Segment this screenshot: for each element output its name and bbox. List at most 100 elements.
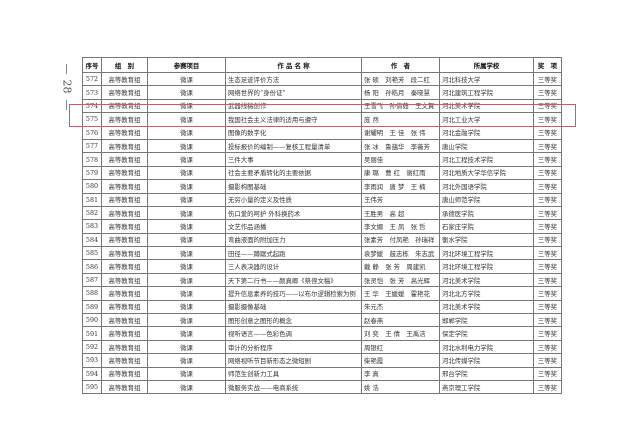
cell-award: 三等奖 (533, 112, 562, 127)
table-row: 573 高等教育组 微课 网络世界的“身份证” 杨 阳 孙皓月 秦晓慧 河北建筑工程学院三… (82, 85, 562, 100)
cell-index: 590 (82, 313, 102, 328)
cell-category: 微课 (147, 165, 226, 181)
cell-authors: 李 真 (361, 366, 440, 381)
cell-school: 河北北方学院 (439, 286, 534, 301)
cell-group: 高等教育组 (101, 326, 148, 341)
cell-category: 微课 (147, 246, 226, 261)
table-row: 583 高等教育组 微课 文艺作品涵播 李文娜 王 凤 张 哲石家庄学院 三等奖 (82, 219, 562, 234)
cell-award: 三等奖 (533, 125, 562, 140)
cell-authors: 刘 奕 王 倩 王禹洁 (361, 326, 440, 341)
cell-school: 河北地质大学华信学院 (439, 165, 534, 181)
table-header: 序号组 别参赛项目作 品 名 称作 者所属学校奖 项 (82, 57, 562, 73)
cell-index: 574 (82, 98, 102, 114)
cell-authors: 张灵恺 张 芳 高光辉 (361, 272, 440, 288)
cell-category: 微课 (147, 152, 226, 167)
cell-title: 天下第二行书——颜真卿《祭侄文稿》 (225, 272, 362, 288)
cell-school: 河北金融学院 (439, 125, 534, 140)
cell-award: 三等奖 (533, 379, 562, 395)
cell-authors: 谢耀明 王 佳 张 伟 (361, 125, 440, 140)
cell-authors: 张 硕 刘艳芳 段二红 (361, 71, 440, 87)
cell-award: 三等奖 (533, 138, 562, 154)
cell-category: 微课 (147, 379, 226, 395)
cell-award: 三等奖 (533, 272, 562, 288)
cell-school: 河北科技大学 (439, 71, 534, 87)
cell-category: 微课 (147, 232, 226, 248)
cell-group: 高等教育组 (101, 299, 148, 315)
cell-category: 微课 (147, 125, 226, 140)
cell-category: 微课 (147, 85, 226, 100)
cell-index: 579 (82, 165, 102, 181)
cell-category: 微课 (147, 192, 226, 207)
cell-title: 视听语言——色彩色调 (225, 326, 362, 341)
cell-award: 三等奖 (533, 85, 562, 100)
cell-title: 摄影摄像基础 (225, 299, 362, 315)
cell-index: 586 (82, 259, 102, 274)
cell-category: 微课 (147, 205, 226, 221)
page-number: 28 (60, 79, 74, 94)
cell-index: 580 (82, 179, 102, 194)
cell-authors: 李文娜 王 凤 张 哲 (361, 219, 440, 234)
cell-group: 高等教育组 (101, 366, 148, 381)
cell-title: 文艺作品涵播 (225, 219, 362, 234)
cell-category: 微课 (147, 112, 226, 127)
cell-group: 高等教育组 (101, 179, 148, 194)
cell-school: 邢台学院 (439, 366, 534, 381)
cell-school: 河北水利电力学院 (439, 339, 534, 355)
cell-group: 高等教育组 (101, 219, 148, 234)
table-row: 586 高等教育组 微课 三人表决器的设计戴 静 张 芳 周建凯 河北环境工程学院 三等奖 (82, 259, 562, 274)
cell-group: 高等教育组 (101, 379, 148, 395)
cell-group: 高等教育组 (101, 232, 148, 248)
cell-index: 577 (82, 138, 102, 154)
table-row: 576 高等教育组 微课 图像的数字化 谢耀明 王 佳 张 伟河北金融学院 三等奖 (82, 125, 562, 140)
cell-authors: 赵春燕 (361, 313, 440, 328)
divider (66, 64, 67, 74)
cell-school: 保定学院 (439, 326, 534, 341)
cell-title: 网络世界的“身份证” (225, 85, 362, 100)
table-row: 577 高等教育组 微课 投标报价的编制——复核工程量清单张 冰 鲁蕴华 李薇芳 唐山学… (82, 138, 562, 154)
cell-school: 燕京理工学院 (439, 379, 534, 395)
cell-category: 微课 (147, 259, 226, 274)
cell-category: 微课 (147, 353, 226, 368)
header-authors: 作 者 (361, 57, 440, 73)
cell-title: 伤口爱的呵护 外科换药术 (225, 205, 362, 221)
cell-award: 三等奖 (533, 353, 562, 368)
header-group: 组 别 (101, 57, 148, 73)
table-row: 580 高等教育组 微课 摄影构图基础 李雨润 唐 梦 王 楠河北外国语学院 三等奖 (82, 179, 562, 194)
cell-category: 微课 (147, 366, 226, 381)
cell-group: 高等教育组 (101, 339, 148, 355)
cell-category: 微课 (147, 71, 226, 87)
cell-authors: 王 华 王媛媛 霍艳花 (361, 286, 440, 301)
cell-title: 微服务实战——电商系统 (225, 379, 362, 395)
awards-table: 序号组 别参赛项目作 品 名 称作 者所属学校奖 项 572 高等教育组 微课 生态足… (82, 57, 562, 395)
cell-award: 三等奖 (533, 232, 562, 248)
cell-school: 河北环境工程学院 (439, 246, 534, 261)
cell-award: 三等奖 (533, 326, 562, 341)
cell-award: 三等奖 (533, 246, 562, 261)
cell-index: 584 (82, 232, 102, 248)
cell-group: 高等教育组 (101, 112, 148, 127)
cell-authors: 吴丽佳 (361, 152, 440, 167)
cell-group: 高等教育组 (101, 71, 148, 87)
cell-authors: 姚 浩 (361, 379, 440, 395)
cell-authors: 张 冰 鲁蕴华 李薇芳 (361, 138, 440, 154)
cell-index: 594 (82, 366, 102, 381)
cell-title: 社会主要矛盾转化的主要依据 (225, 165, 362, 181)
cell-school: 河北美术学院 (439, 98, 534, 114)
table-row: 588 高等教育组 微课 提升信息素养的技巧——以布尔逻辑检索为例王 华 王媛媛 霍艳… (82, 286, 562, 301)
table-row: 590 高等教育组 微课 图形创意之图形的概念 赵春燕 邯郸学院 三等奖 (82, 313, 562, 328)
cell-index: 576 (82, 125, 102, 140)
cell-group: 高等教育组 (101, 192, 148, 207)
header-award: 奖 项 (533, 57, 562, 73)
cell-group: 高等教育组 (101, 152, 148, 167)
cell-authors: 张素芳 付凤艳 孙瑞祥 (361, 232, 440, 248)
table-row: 582 高等教育组 微课 伤口爱的呵护 外科换药术 王胜男 高 超承德医学院 三等奖 (82, 205, 562, 221)
cell-award: 三等奖 (533, 165, 562, 181)
cell-index: 583 (82, 219, 102, 234)
cell-group: 高等教育组 (101, 272, 148, 288)
cell-title: 图形创意之图形的概念 (225, 313, 362, 328)
cell-authors: 王伟芳 (361, 192, 440, 207)
cell-group: 高等教育组 (101, 246, 148, 261)
cell-index: 572 (82, 71, 102, 87)
cell-index: 591 (82, 326, 102, 341)
cell-index: 595 (82, 379, 102, 395)
